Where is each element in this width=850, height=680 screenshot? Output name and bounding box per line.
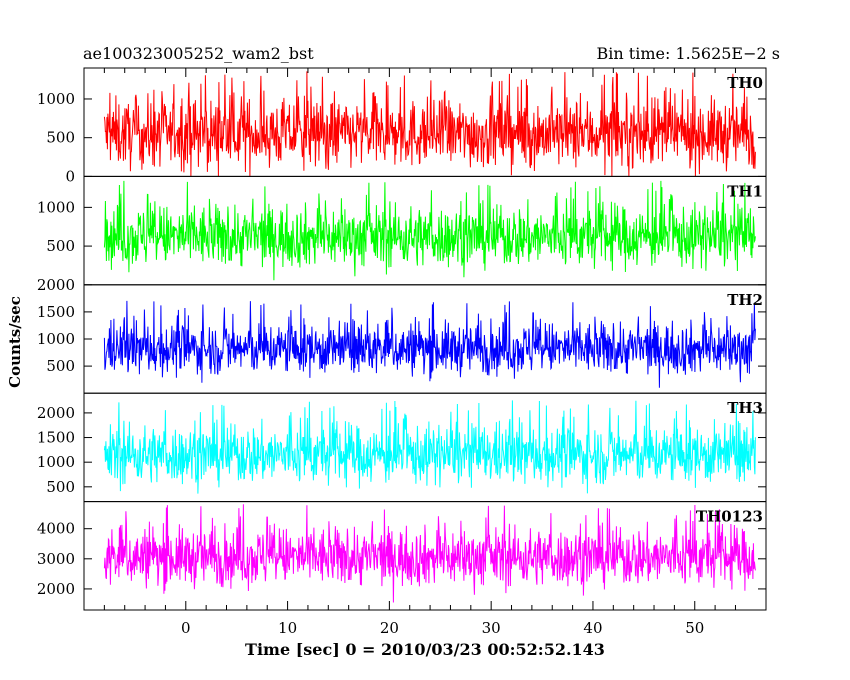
y-tick-label: 2000 <box>37 276 75 294</box>
series-th2-trace <box>103 300 756 388</box>
y-tick-label: 500 <box>46 129 75 147</box>
series-th3-trace <box>103 400 756 494</box>
y-tick-label: 500 <box>46 478 75 496</box>
panel-label-th2: TH2 <box>727 291 763 309</box>
y-tick-label: 0 <box>65 167 75 185</box>
x-tick-label: 20 <box>380 619 399 637</box>
panel-label-th0123: TH0123 <box>696 508 763 526</box>
series-th1-trace <box>103 180 756 281</box>
chart-title: ae100323005252_wam2_bst <box>83 44 314 63</box>
y-tick-label: 1000 <box>37 330 75 348</box>
y-tick-label: 3000 <box>37 550 75 568</box>
y-tick-label: 1000 <box>37 453 75 471</box>
y-tick-label: 1000 <box>37 198 75 216</box>
x-tick-label: 50 <box>685 619 704 637</box>
x-axis-label: Time [sec] 0 = 2010/03/23 00:52:52.143 <box>245 640 605 659</box>
y-tick-label: 4000 <box>37 520 75 538</box>
panel-label-th3: TH3 <box>727 399 763 417</box>
x-tick-label: 40 <box>583 619 602 637</box>
panel-frame-th0123 <box>83 501 767 611</box>
panel-label-th0: TH0 <box>727 74 763 92</box>
x-tick-label: 0 <box>181 619 191 637</box>
y-tick-label: 1500 <box>37 429 75 447</box>
y-tick-label: 500 <box>46 237 75 255</box>
y-tick-label: 500 <box>46 357 75 375</box>
y-tick-label: 1000 <box>37 90 75 108</box>
x-tick-label: 10 <box>278 619 297 637</box>
panel-label-th1: TH1 <box>727 182 763 200</box>
y-tick-label: 1500 <box>37 303 75 321</box>
y-axis-label: Counts/sec <box>6 296 24 388</box>
x-tick-label: 30 <box>482 619 501 637</box>
y-tick-label: 2000 <box>37 404 75 422</box>
series-th0-trace <box>103 71 756 177</box>
bin-time-label: Bin time: 1.5625E−2 s <box>596 44 780 63</box>
y-tick-label: 2000 <box>37 580 75 598</box>
series-th0123-trace <box>103 504 756 603</box>
